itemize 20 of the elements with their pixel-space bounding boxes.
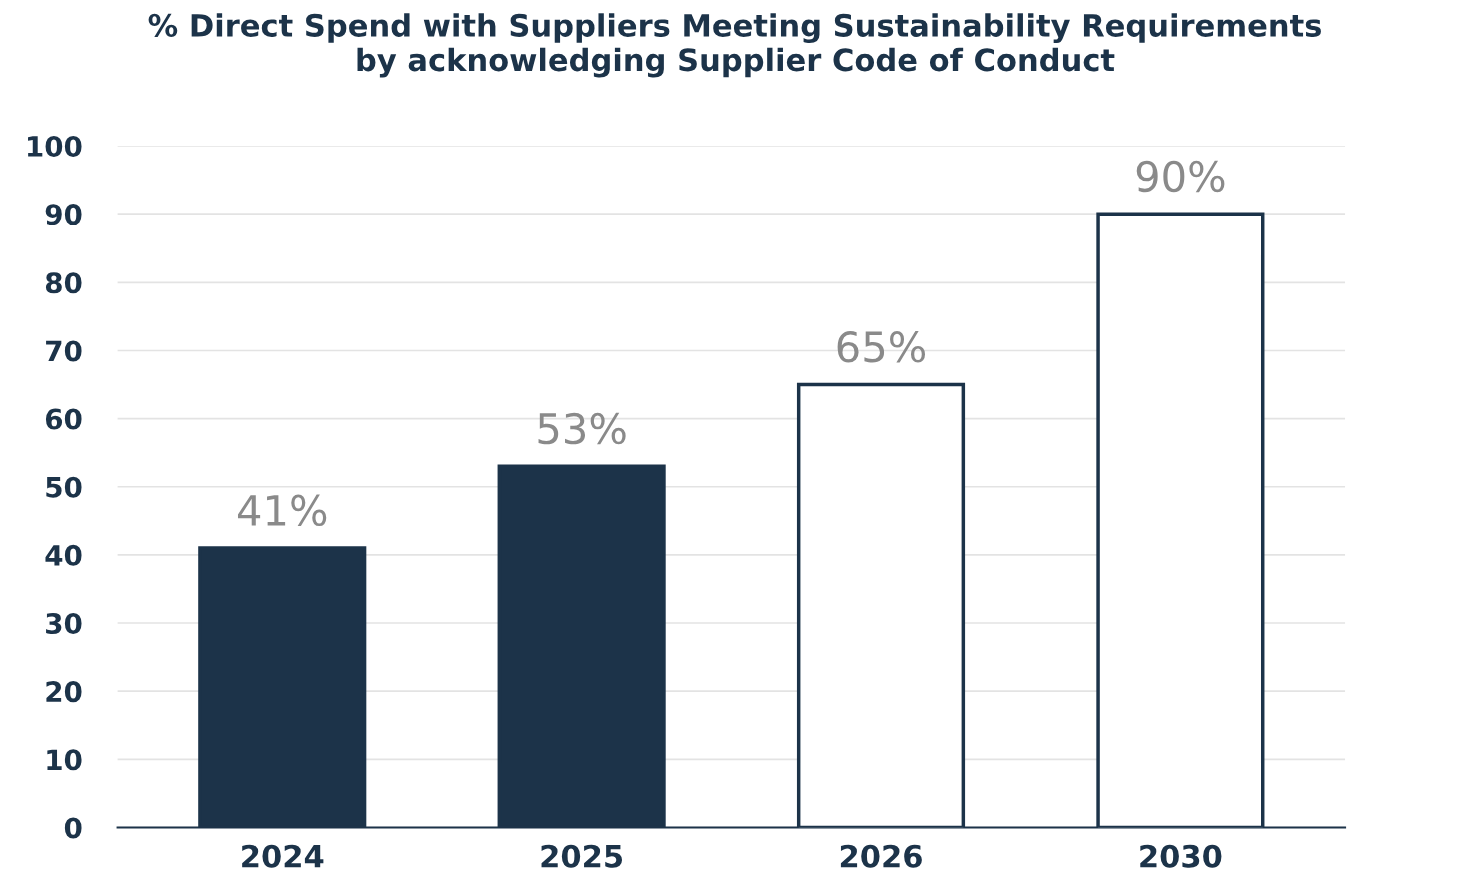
chart-title: % Direct Spend with Suppliers Meeting Sustainability Requirements by acknowledging Supplier Code of Conduct bbox=[148, 13, 1321, 78]
y-tick-label: 70 bbox=[46, 340, 82, 362]
data-label: 90% bbox=[1136, 160, 1225, 193]
x-tick-label: 2026 bbox=[840, 844, 922, 868]
x-tick-label: 2025 bbox=[541, 844, 623, 868]
y-tick-label: 60 bbox=[45, 408, 82, 430]
y-tick-label: 100 bbox=[28, 135, 82, 157]
data-label: 41% bbox=[237, 494, 327, 527]
x-tick-label: 2030 bbox=[1140, 844, 1222, 868]
y-tick-label: 0 bbox=[64, 817, 82, 839]
y-tick-label: 30 bbox=[46, 612, 82, 634]
y-tick-label: 80 bbox=[45, 272, 82, 294]
y-tick-label: 90 bbox=[45, 204, 82, 226]
y-tick-label: 50 bbox=[46, 476, 82, 498]
x-tick-label: 2024 bbox=[242, 844, 324, 868]
data-label: 53% bbox=[538, 412, 626, 445]
y-tick-label: 20 bbox=[46, 681, 82, 703]
y-tick-label: 40 bbox=[45, 544, 82, 566]
data-label: 65% bbox=[837, 331, 926, 363]
y-tick-label: 10 bbox=[47, 749, 82, 771]
